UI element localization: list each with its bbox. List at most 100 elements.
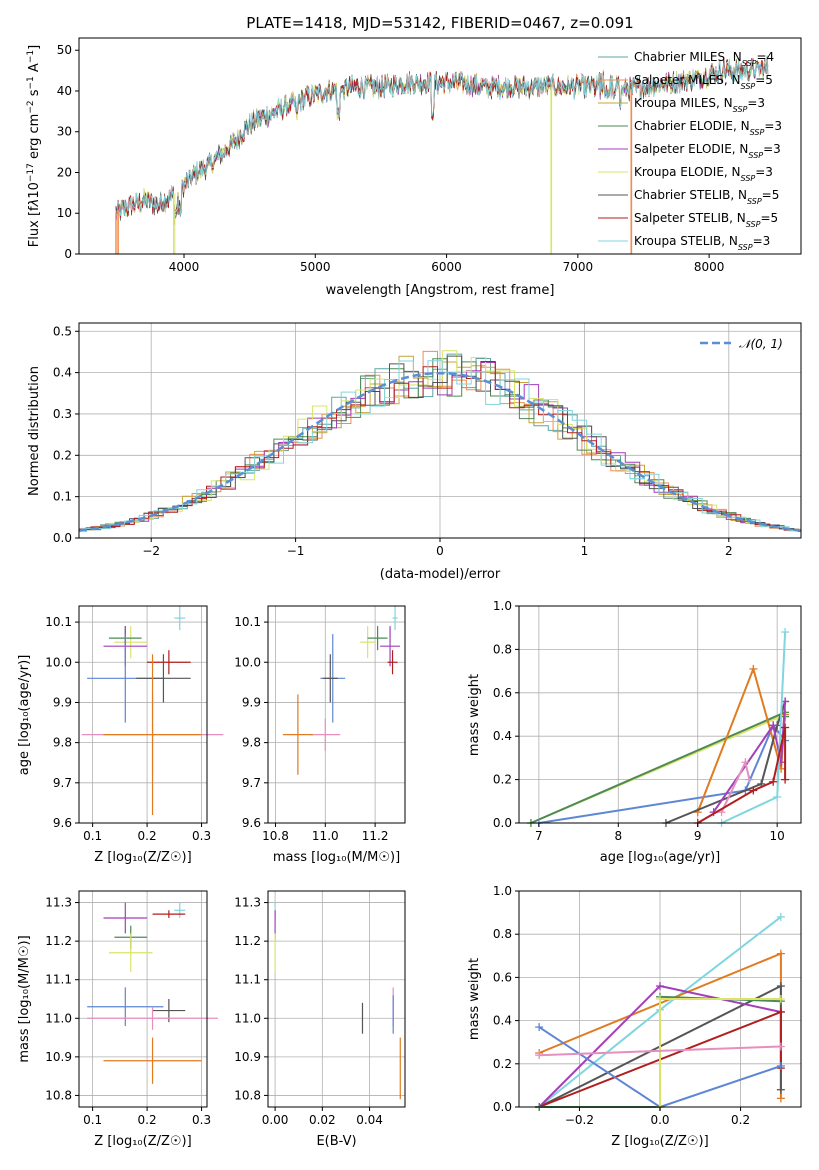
age-vs-metallicity-panel: 0.1 0.2 0.3 9.6 9.7 9.8 9.9 10.0 10.1 Z [log₁₀(Z/… [17,605,224,865]
mass-weight-vs-metallicity-marker [776,949,785,958]
age-vs-metallicity-xtick-label: 0.3 [192,829,211,843]
age-vs-metallicity-xtick-label: 0.2 [138,829,157,843]
spectrum-xtick-label: 7000 [563,260,594,274]
mass-weight-vs-metallicity-xtick-label: −0.2 [565,1113,594,1127]
age-vs-metallicity-frame [78,605,208,824]
mass-vs-metallicity-panel: 0.1 0.2 0.3 10.8 10.9 11.0 11.1 11.2 11.3 Z [log₁… [17,890,218,1149]
mass-weight-vs-age-ytick-label: 0.6 [493,686,512,700]
spectrum-legend-label: Salpeter MILES, NSSP=5 [634,73,773,91]
mass-weight-vs-age-ylabel: mass weight [467,674,482,756]
spectrum-ytick-label: 30 [57,125,72,139]
mass-weight-vs-metallicity-ylabel: mass weight [467,958,482,1040]
spectrum-frame [78,37,802,255]
mass-weight-vs-age-xtick-label: 9 [694,829,702,843]
histogram-xtick-label: 0 [436,544,444,558]
spectrum-xtick-label: 5000 [300,260,331,274]
age-vs-mass-ytick-label: 9.8 [242,736,261,750]
mass-weight-vs-metallicity-panel: −0.2 0.0 0.2 0.0 0.2 0.4 0.6 0.8 1.0 Z [log₁₀(Z/Z… [467,884,802,1149]
spectrum-ylabel-part: Flux [f [27,206,42,247]
spectrum-series-line [115,58,769,220]
mass-weight-vs-age-frame [518,605,802,824]
spectrum-legend-label: Chabrier MILES, NSSP=4 [634,50,774,68]
mass-weight-vs-age-marker [781,723,790,732]
spectrum-title: PLATE=1418, MJD=53142, FIBERID=0467, z=0… [246,14,633,32]
normal-curve [78,371,802,533]
mass-vs-ebv-ytick-label: 11.2 [234,934,261,948]
mass-weight-vs-age-series-line [538,723,786,824]
age-vs-metallicity-ytick-label: 10.0 [45,655,72,669]
spectrum-ylabel-part: −2 [26,100,36,113]
mass-weight-vs-metallicity-ytick-label: 0.2 [493,1057,512,1071]
mass-vs-ebv-ytick-label: 10.9 [234,1050,261,1064]
spectrum-ylabel-part: 10 [27,182,42,199]
spectrum-legend-label: Salpeter STELIB, NSSP=5 [634,211,778,229]
age-vs-mass-point [310,718,341,751]
mass-weight-vs-age-xtick-label: 7 [535,829,543,843]
mass-vs-ebv-xtick-label: 0.04 [356,1113,383,1127]
mass-weight-vs-age-ytick-label: 1.0 [493,599,512,613]
mass-weight-vs-metallicity-marker [776,1042,785,1051]
spectrum-ylabel-part: λ [27,199,42,208]
age-vs-metallicity-ytick-label: 9.9 [53,695,72,709]
mass-weight-vs-metallicity-marker [776,995,785,1003]
age-vs-mass-xtick-label: 11.2 [362,829,389,843]
mass-vs-ebv-ytick-label: 11.0 [234,1011,261,1025]
mass-weight-vs-metallicity-xtick-label: 0.2 [731,1113,750,1127]
mass-weight-vs-age-ytick-label: 0.8 [493,642,512,656]
mass-weight-vs-age-ytick-label: 0.2 [493,773,512,787]
mass-vs-ebv-xlabel: E(B-V) [316,1134,356,1149]
age-vs-mass-point [380,626,401,667]
mass-weight-vs-metallicity-ytick-label: 1.0 [493,884,512,898]
mass-vs-metallicity-xtick-label: 0.3 [192,1113,211,1127]
age-vs-mass-ytick-label: 9.9 [242,695,261,709]
age-vs-metallicity-xlabel: Z [log₁₀(Z/Z☉)] [94,850,191,865]
histogram-ytick-label: 0.5 [53,324,72,338]
age-vs-metallicity-ytick-label: 10.1 [45,615,72,629]
mass-vs-metallicity-point [87,1006,218,1030]
age-vs-mass-point [387,650,398,675]
histogram-ylabel: Normed distribution [27,366,42,496]
mass-weight-vs-age-xtick-label: 10 [770,829,785,843]
spectrum-legend-label: Salpeter ELODIE, NSSP=3 [634,142,781,160]
mass-weight-vs-metallicity-marker [776,1007,785,1016]
mass-weight-vs-age-ytick-label: 0.0 [493,816,512,830]
spectrum-ylabel-part: ] [27,45,42,50]
histogram-ytick-label: 0.3 [53,407,72,421]
mass-vs-ebv-ytick-label: 10.8 [234,1088,261,1102]
mass-weight-vs-age-marker [769,721,778,730]
mass-vs-ebv-panel: 0.00 0.02 0.04 10.8 10.9 11.0 11.1 11.2 11.3 E(B-… [234,890,406,1149]
age-vs-mass-point [392,606,398,631]
mass-vs-ebv-xtick-label: 0.02 [309,1113,336,1127]
spectrum-legend-label: Chabrier ELODIE, NSSP=3 [634,119,782,137]
mass-weight-vs-metallicity-xlabel: Z [log₁₀(Z/Z☉)] [611,1134,708,1149]
mass-vs-metallicity-ytick-label: 11.0 [45,1011,72,1025]
age-vs-metallicity-ylabel: age [log₁₀(age/yr)] [17,655,32,776]
mass-weight-vs-metallicity-marker [776,1085,785,1094]
mass-weight-vs-metallicity-marker [776,912,785,921]
age-vs-metallicity-ytick-label: 9.6 [53,816,72,830]
mass-vs-ebv-frame [267,890,406,1108]
mass-vs-metallicity-point [174,902,186,918]
histogram-series-step [81,360,801,532]
age-vs-mass-point [360,626,376,659]
mass-vs-metallicity-ytick-label: 11.3 [45,896,72,910]
spectrum-ylabel-part: s [27,89,42,100]
mass-vs-metallicity-point [108,933,153,972]
age-vs-mass-point [282,694,313,775]
mass-weight-vs-metallicity-marker [535,1023,544,1032]
spectrum-legend-label: Kroupa MILES, NSSP=3 [634,96,765,114]
histogram-ytick-label: 0.1 [53,490,72,504]
spectrum-ylabel-part: −17 [26,163,36,182]
mass-weight-vs-metallicity-ytick-label: 0.4 [493,1014,512,1028]
age-vs-mass-ytick-label: 9.6 [242,816,261,830]
mass-vs-metallicity-ytick-label: 10.9 [45,1050,72,1064]
histogram-xtick-label: 1 [581,544,589,558]
mass-weight-vs-age-marker [749,786,758,795]
mass-vs-metallicity-ytick-label: 11.2 [45,934,72,948]
mass-weight-vs-metallicity-frame [518,890,802,1108]
mass-weight-vs-age-series-line [712,701,787,813]
mass-weight-vs-age-marker [781,628,790,637]
histogram-ytick-label: 0.2 [53,448,72,462]
spectrum-ylabel-part: −1 [26,76,36,89]
